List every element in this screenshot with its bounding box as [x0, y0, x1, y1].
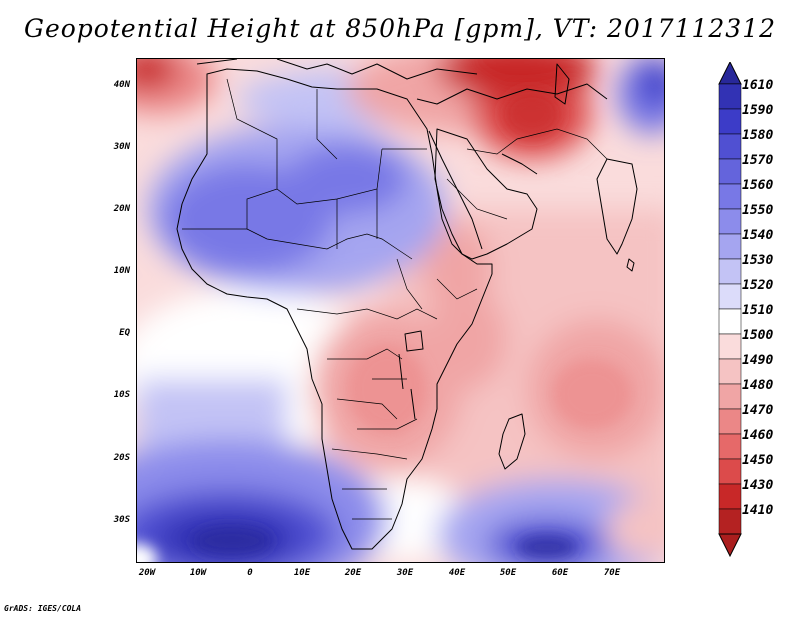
- colorbar-label: 1590: [742, 103, 773, 118]
- colorbar: [718, 62, 742, 558]
- colorbar-label: 1610: [742, 78, 773, 93]
- lat-label-40n: 40N: [90, 80, 130, 90]
- colorbar-label: 1480: [742, 378, 773, 393]
- colorbar-label: 1560: [742, 178, 773, 193]
- colorbar-label: 1490: [742, 353, 773, 368]
- lat-label-30s: 30S: [90, 515, 130, 525]
- colorbar-label: 1580: [742, 128, 773, 143]
- map-title: Geopotential Height at 850hPa [gpm], VT:…: [0, 14, 800, 43]
- lon-label-0: 0: [230, 568, 270, 578]
- lat-label-10s: 10S: [90, 390, 130, 400]
- colorbar-label: 1410: [742, 503, 773, 518]
- grads-credit: GrADS: IGES/COLA: [4, 604, 81, 613]
- colorbar-label: 1540: [742, 228, 773, 243]
- lat-label-20n: 20N: [90, 204, 130, 214]
- colorbar-label: 1450: [742, 453, 773, 468]
- colorbar-blocks: [719, 84, 741, 534]
- map-panel[interactable]: [136, 58, 665, 563]
- colorbar-label: 1570: [742, 153, 773, 168]
- lon-label-20w: 20W: [127, 568, 167, 578]
- lon-label-70e: 70E: [592, 568, 632, 578]
- colorbar-label: 1510: [742, 303, 773, 318]
- colorbar-label: 1460: [742, 428, 773, 443]
- colorbar-label: 1470: [742, 403, 773, 418]
- lat-label-20s: 20S: [90, 453, 130, 463]
- lon-label-60e: 60E: [540, 568, 580, 578]
- lat-label-30n: 30N: [90, 142, 130, 152]
- lon-label-50e: 50E: [488, 568, 528, 578]
- colorbar-label: 1550: [742, 203, 773, 218]
- lon-label-20e: 20E: [333, 568, 373, 578]
- colorbar-label: 1520: [742, 278, 773, 293]
- colorbar-label: 1500: [742, 328, 773, 343]
- lon-label-40e: 40E: [437, 568, 477, 578]
- colorbar-bottom-arrow: [719, 534, 741, 556]
- map-canvas: [137, 59, 665, 563]
- lon-label-30e: 30E: [385, 568, 425, 578]
- colorbar-top-arrow: [719, 62, 741, 84]
- colorbar-label: 1430: [742, 478, 773, 493]
- colorbar-label: 1530: [742, 253, 773, 268]
- height-field: [137, 59, 665, 563]
- lon-label-10w: 10W: [178, 568, 218, 578]
- lat-label-10n: 10N: [90, 266, 130, 276]
- lon-label-10e: 10E: [282, 568, 322, 578]
- lat-label-eq: EQ: [90, 328, 130, 338]
